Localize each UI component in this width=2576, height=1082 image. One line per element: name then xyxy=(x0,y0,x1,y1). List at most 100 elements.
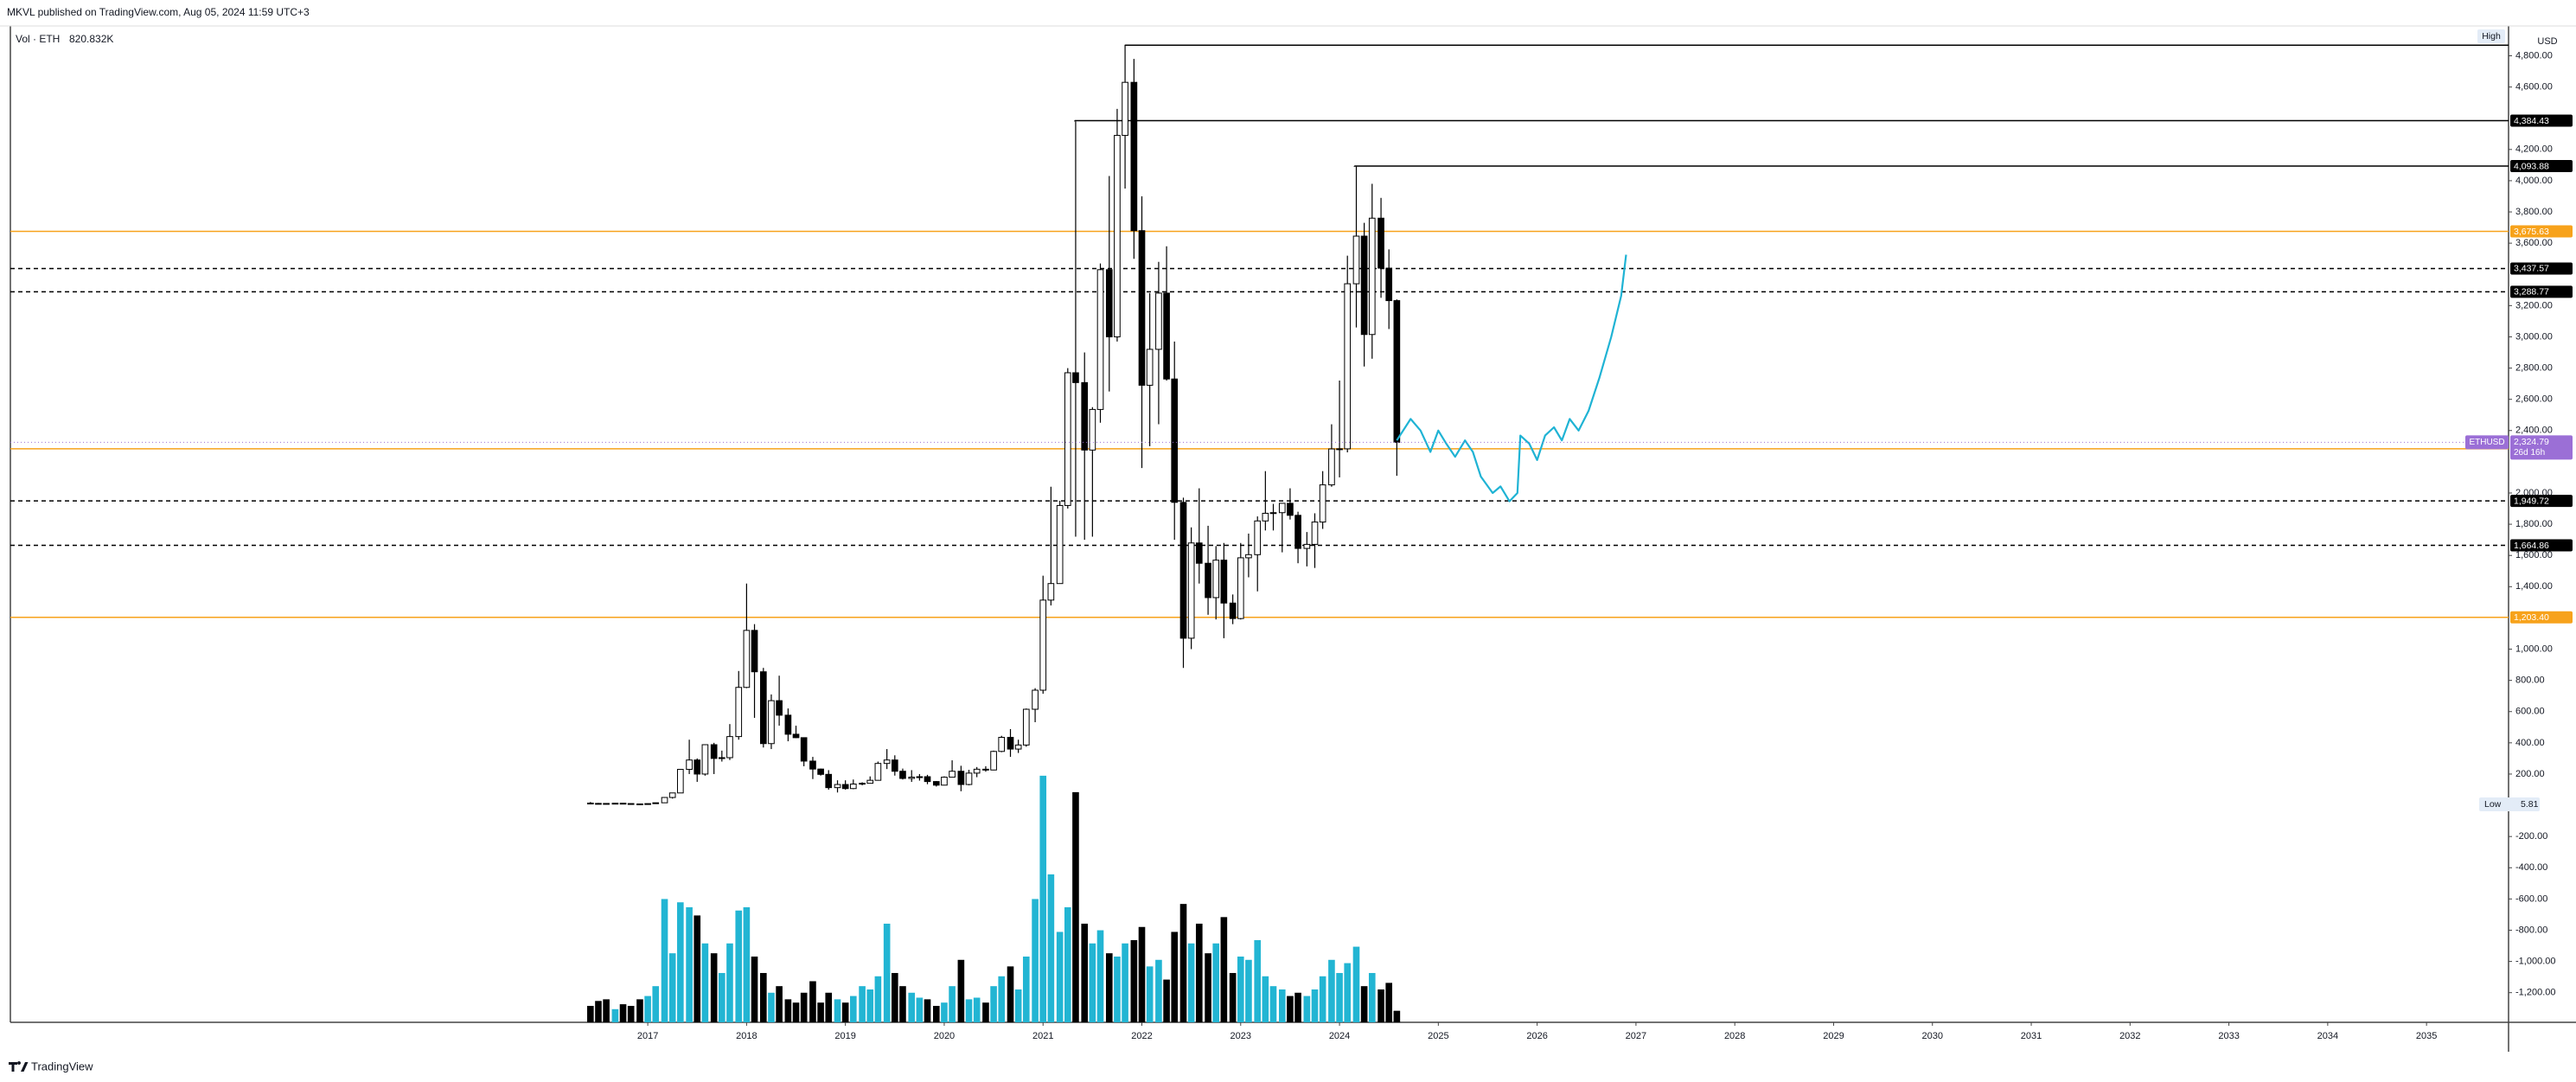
level-label: 3,437.57 xyxy=(2514,264,2549,274)
volume-bar xyxy=(1195,923,1203,1022)
candle-body xyxy=(1360,235,1368,336)
level-label-box xyxy=(2510,114,2573,127)
candle-body xyxy=(1303,543,1311,549)
y-tick-label: 4,000.00 xyxy=(2515,176,2553,186)
candle-body xyxy=(1171,378,1179,503)
volume-bar xyxy=(1212,943,1220,1022)
candle-body xyxy=(1229,602,1237,619)
volume-bar xyxy=(1303,996,1311,1022)
price-label-box xyxy=(2510,435,2573,460)
y-tick-label: 400.00 xyxy=(2515,738,2545,748)
candle-body xyxy=(1007,737,1014,750)
volume-bar xyxy=(694,915,701,1022)
level-label-box xyxy=(2510,159,2573,172)
candle-body xyxy=(1089,408,1096,451)
candle-body xyxy=(1294,515,1301,549)
x-tick-label: 2017 xyxy=(637,1031,658,1041)
x-tick-label: 2028 xyxy=(1724,1031,1745,1041)
y-tick-label: 2,400.00 xyxy=(2515,426,2553,436)
y-tick-label: 200.00 xyxy=(2515,769,2545,779)
candle-body xyxy=(1130,81,1138,232)
footer-logo: TradingView xyxy=(9,1060,93,1072)
volume-bar xyxy=(941,1002,948,1022)
candle-body xyxy=(686,759,693,771)
price-countdown: 26d 16h xyxy=(2514,448,2545,458)
volume-bar xyxy=(874,976,882,1022)
candle-body xyxy=(627,803,635,805)
volume-bar xyxy=(1171,932,1179,1022)
candle-body xyxy=(1122,81,1128,137)
y-tick-label: 4,800.00 xyxy=(2515,50,2553,61)
volume-bar xyxy=(883,923,891,1022)
candle-body xyxy=(1081,381,1089,451)
y-tick-label: 3,800.00 xyxy=(2515,207,2553,217)
volume-legend-title: Vol · ETH xyxy=(16,33,60,45)
level-label: 1,664.86 xyxy=(2514,541,2549,551)
y-tick-label: -1,200.00 xyxy=(2515,988,2555,998)
x-tick-label: 2024 xyxy=(1329,1031,1350,1041)
low-badge-box xyxy=(2479,797,2540,812)
candle-body xyxy=(668,792,676,798)
candle-body xyxy=(694,759,701,775)
candle-body xyxy=(1205,562,1211,599)
candle-body xyxy=(1319,484,1326,523)
volume-bar xyxy=(949,986,956,1022)
y-tick-label: 1,000.00 xyxy=(2515,643,2553,654)
candle-body xyxy=(735,687,743,738)
volume-bar xyxy=(1278,989,1286,1022)
candle-body xyxy=(644,803,651,805)
x-tick-label: 2026 xyxy=(1526,1031,1547,1041)
volume-bar xyxy=(1245,959,1252,1022)
y-tick-label: 2,800.00 xyxy=(2515,362,2553,373)
volume-bar xyxy=(1311,989,1319,1022)
volume-bar xyxy=(899,986,906,1022)
volume-bar xyxy=(603,999,610,1022)
candle-body xyxy=(603,803,610,805)
volume-bar xyxy=(636,999,643,1022)
volume-bar xyxy=(743,906,751,1022)
publish-header: MKVL published on TradingView.com, Aug 0… xyxy=(7,6,310,18)
candle-body xyxy=(825,773,833,789)
candle-body xyxy=(1072,372,1079,383)
candle-body xyxy=(965,772,973,785)
candle-body xyxy=(924,776,931,783)
volume-bar xyxy=(825,992,833,1022)
candle-body xyxy=(718,757,725,759)
candle-body xyxy=(619,803,627,805)
level-label: 4,384.43 xyxy=(2514,116,2549,126)
y-tick-label: 2,600.00 xyxy=(2515,394,2553,405)
volume-bar xyxy=(800,992,808,1022)
volume-bar xyxy=(1262,976,1269,1022)
candle-body xyxy=(701,744,709,775)
volume-bar xyxy=(1047,874,1055,1022)
volume-bar xyxy=(1269,986,1277,1022)
volume-bar xyxy=(644,996,651,1022)
symbol-tag: ETHUSD xyxy=(2469,438,2504,447)
low-badge: Low xyxy=(2484,799,2502,810)
volume-bar xyxy=(841,1002,849,1022)
volume-bar xyxy=(1122,943,1128,1022)
candle-body xyxy=(1064,372,1071,506)
volume-bar xyxy=(932,1005,940,1022)
candle-body xyxy=(849,784,857,790)
y-tick-label: -800.00 xyxy=(2515,925,2547,935)
candle-body xyxy=(1336,448,1343,451)
level-label: 3,675.63 xyxy=(2514,227,2549,237)
candle-body xyxy=(759,671,767,745)
candle-body xyxy=(1344,283,1352,450)
candle-body xyxy=(710,744,718,759)
volume-bar xyxy=(1336,972,1343,1022)
volume-bar xyxy=(834,999,841,1022)
volume-bar xyxy=(982,1002,989,1022)
candle-body xyxy=(676,769,684,794)
candle-body xyxy=(1105,269,1113,337)
candle-body xyxy=(726,736,733,759)
candle-body xyxy=(1287,503,1294,516)
candle-body xyxy=(1039,599,1047,691)
volume-bar xyxy=(627,1005,635,1022)
volume-bar xyxy=(859,986,866,1022)
volume-bar xyxy=(719,972,725,1022)
candle-body xyxy=(661,797,668,803)
candle-body xyxy=(768,700,775,745)
volume-bar xyxy=(1064,906,1071,1022)
